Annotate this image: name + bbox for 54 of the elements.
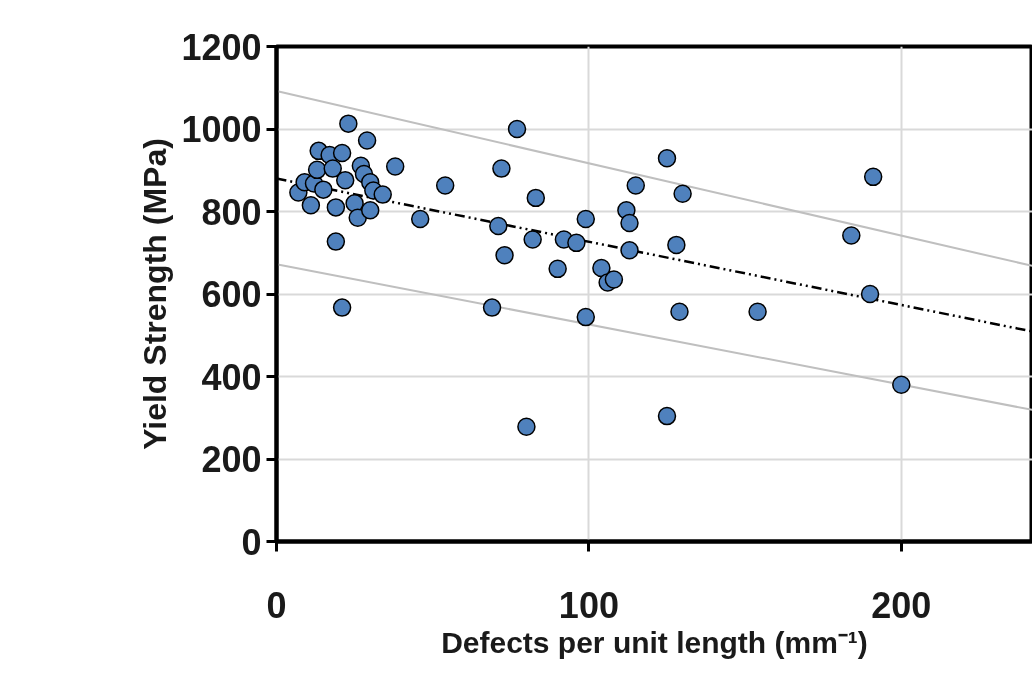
point [307, 160, 327, 180]
y-tick-label: 400 [201, 356, 262, 398]
point [482, 298, 502, 317]
point [385, 157, 405, 176]
point [495, 245, 514, 265]
point [548, 259, 567, 279]
point [892, 375, 911, 394]
x-tick-label: 200 [871, 584, 932, 626]
point [326, 232, 346, 251]
point [517, 417, 536, 437]
point [323, 159, 342, 178]
point [360, 201, 380, 220]
point [314, 180, 333, 199]
x-axis-title: Defects per unit length (mm⁻¹) [441, 625, 868, 659]
point [842, 226, 861, 245]
point [626, 176, 646, 195]
point [373, 185, 392, 204]
point [523, 230, 542, 249]
point [489, 216, 508, 236]
y-tick-label: 600 [201, 274, 262, 315]
point [335, 170, 355, 190]
point [620, 241, 639, 260]
point [576, 209, 596, 229]
y-tick-label: 1200 [181, 26, 262, 68]
point [620, 213, 639, 233]
y-tick-label: 200 [201, 439, 262, 480]
y-tick-label: 800 [201, 191, 262, 233]
point [576, 307, 596, 327]
point [332, 143, 352, 163]
point [657, 149, 677, 168]
point [748, 302, 767, 321]
point [673, 184, 692, 203]
point [339, 114, 358, 133]
point [604, 270, 624, 289]
point [860, 284, 880, 304]
x-tick-label: 100 [558, 584, 619, 626]
point [435, 176, 455, 195]
point [670, 302, 689, 321]
y-tick-label: 0 [241, 521, 262, 563]
point [410, 209, 430, 229]
y-axis-title: Yield Strength (MPa) [137, 138, 174, 450]
point [657, 406, 677, 426]
point [357, 131, 377, 150]
point [526, 188, 546, 208]
point [507, 119, 527, 139]
point [492, 159, 511, 178]
point [567, 233, 586, 253]
point [332, 298, 352, 317]
point [301, 196, 321, 215]
point [667, 235, 686, 255]
y-tick-label: 1000 [181, 109, 262, 150]
point [592, 258, 611, 278]
point [863, 167, 883, 187]
point [326, 198, 346, 217]
